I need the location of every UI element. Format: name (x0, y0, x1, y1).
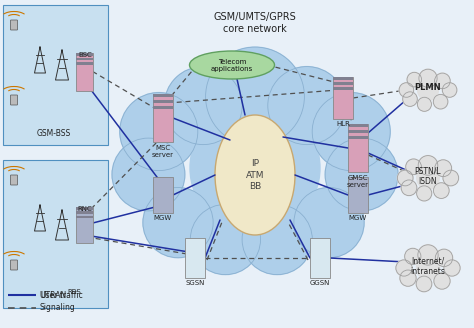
Text: Telecom
applications: Telecom applications (211, 58, 253, 72)
Circle shape (400, 270, 416, 286)
FancyBboxPatch shape (333, 87, 353, 90)
Circle shape (417, 167, 439, 189)
Text: RNC: RNC (78, 206, 92, 212)
Circle shape (403, 92, 417, 106)
FancyBboxPatch shape (76, 62, 93, 65)
Text: GGSN: GGSN (310, 280, 330, 286)
FancyBboxPatch shape (76, 57, 93, 60)
FancyBboxPatch shape (76, 211, 93, 214)
Circle shape (120, 92, 198, 171)
Text: MGW: MGW (349, 215, 367, 221)
Circle shape (416, 256, 439, 279)
Ellipse shape (190, 51, 274, 79)
Text: MGW: MGW (154, 215, 172, 221)
Text: GMSC
server: GMSC server (347, 175, 369, 188)
Text: Signaling: Signaling (40, 303, 76, 313)
Text: MSC
server: MSC server (152, 145, 174, 158)
Circle shape (190, 103, 320, 233)
FancyBboxPatch shape (153, 177, 173, 213)
Text: UTRAN: UTRAN (41, 291, 67, 300)
Circle shape (435, 160, 452, 176)
Circle shape (164, 67, 242, 145)
Ellipse shape (215, 115, 295, 235)
Circle shape (294, 188, 364, 258)
Circle shape (417, 186, 432, 201)
FancyBboxPatch shape (10, 175, 18, 185)
FancyBboxPatch shape (348, 135, 368, 139)
Circle shape (419, 69, 437, 87)
FancyBboxPatch shape (153, 94, 173, 97)
Circle shape (435, 73, 450, 89)
Circle shape (433, 94, 448, 109)
Circle shape (407, 72, 421, 87)
FancyBboxPatch shape (333, 77, 353, 80)
Text: GSM/UMTS/GPRS
core network: GSM/UMTS/GPRS core network (214, 12, 296, 34)
FancyBboxPatch shape (153, 106, 173, 109)
Circle shape (399, 83, 414, 97)
FancyBboxPatch shape (3, 5, 108, 145)
Circle shape (442, 83, 457, 97)
Circle shape (443, 170, 459, 186)
Text: GSM-BSS: GSM-BSS (37, 129, 71, 138)
Circle shape (434, 273, 450, 289)
Circle shape (396, 260, 412, 276)
FancyBboxPatch shape (10, 20, 18, 30)
Circle shape (112, 138, 185, 211)
Text: PLMN: PLMN (415, 84, 441, 92)
Text: User traffic: User traffic (40, 291, 83, 299)
FancyBboxPatch shape (348, 124, 368, 128)
FancyBboxPatch shape (153, 100, 173, 103)
Circle shape (406, 159, 421, 174)
Circle shape (401, 180, 417, 195)
Circle shape (397, 170, 413, 186)
Circle shape (242, 204, 312, 275)
FancyBboxPatch shape (348, 177, 368, 213)
Circle shape (418, 80, 438, 100)
Circle shape (416, 276, 432, 292)
FancyBboxPatch shape (348, 124, 368, 172)
Circle shape (433, 183, 449, 198)
Text: Internet/
intranets: Internet/ intranets (410, 256, 446, 276)
FancyBboxPatch shape (76, 207, 93, 210)
FancyBboxPatch shape (153, 94, 173, 142)
Circle shape (190, 204, 261, 275)
FancyBboxPatch shape (76, 207, 93, 243)
FancyBboxPatch shape (76, 53, 93, 56)
FancyBboxPatch shape (10, 95, 18, 105)
FancyBboxPatch shape (3, 160, 108, 308)
Circle shape (435, 249, 453, 267)
Text: PSTN/L
ISDN: PSTN/L ISDN (415, 166, 441, 186)
Circle shape (325, 138, 398, 211)
Circle shape (206, 47, 304, 146)
FancyBboxPatch shape (333, 82, 353, 85)
Circle shape (418, 97, 431, 111)
Text: HLR: HLR (336, 121, 350, 127)
Circle shape (143, 188, 213, 258)
FancyBboxPatch shape (10, 260, 18, 270)
FancyBboxPatch shape (76, 53, 93, 91)
FancyBboxPatch shape (310, 238, 330, 278)
FancyBboxPatch shape (333, 77, 353, 119)
FancyBboxPatch shape (348, 130, 368, 133)
Text: RBS: RBS (67, 289, 81, 295)
Circle shape (418, 155, 438, 175)
FancyBboxPatch shape (76, 215, 93, 218)
Circle shape (268, 67, 346, 145)
Text: IP
ATM
BB: IP ATM BB (246, 159, 264, 191)
Text: SGSN: SGSN (185, 280, 205, 286)
Circle shape (444, 260, 460, 276)
Circle shape (418, 245, 438, 265)
FancyBboxPatch shape (185, 238, 205, 278)
Circle shape (312, 92, 390, 171)
Circle shape (405, 248, 421, 264)
Text: BSC: BSC (78, 52, 92, 58)
